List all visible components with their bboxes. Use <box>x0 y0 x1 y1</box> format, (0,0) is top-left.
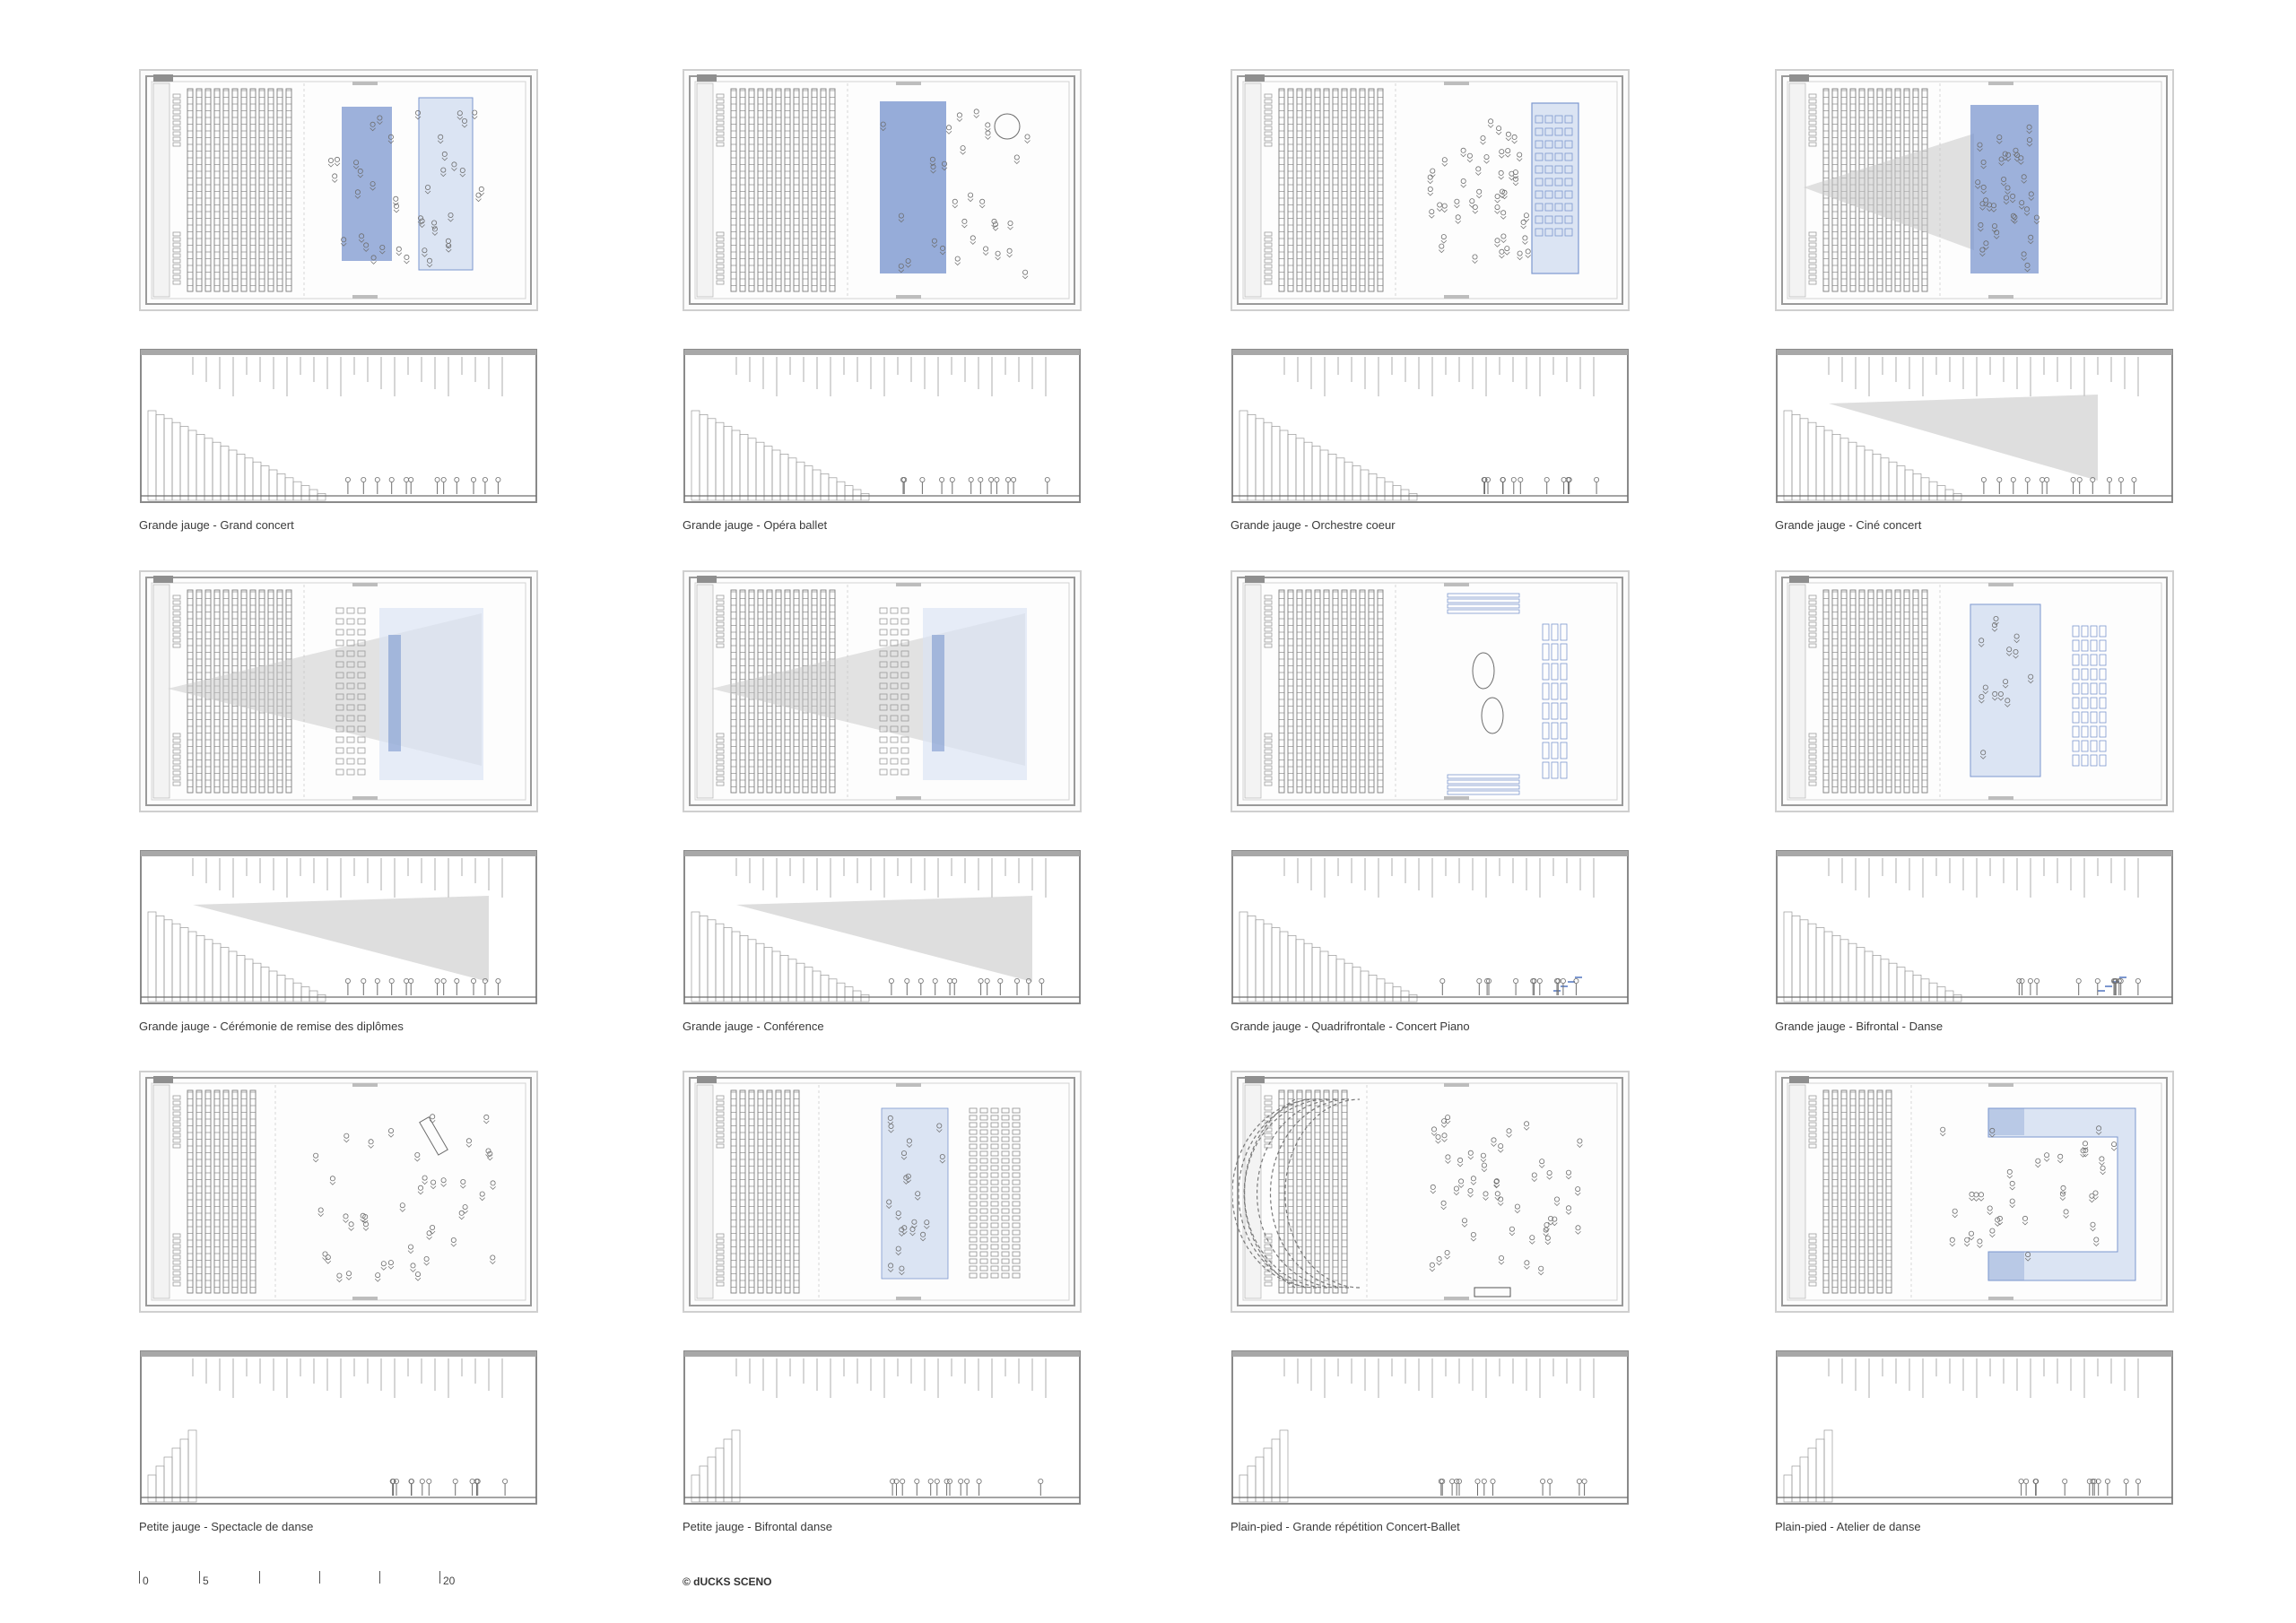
configuration-caption: Grande jauge - Bifrontal - Danse <box>1775 1020 1944 1033</box>
section-drawing <box>1775 849 2174 1007</box>
floor-plan <box>683 1071 1082 1313</box>
section-drawing <box>1775 1350 2174 1507</box>
section-drawing <box>683 849 1082 1007</box>
section-drawing <box>1231 1350 1630 1507</box>
configuration-caption: Plain-pied - Grande répétition Concert-B… <box>1231 1520 1460 1533</box>
floor-plan <box>1775 570 2174 812</box>
scale-tick <box>199 1571 200 1584</box>
configuration-caption: Grande jauge - Opéra ballet <box>683 518 828 532</box>
configuration-caption: Petite jauge - Bifrontal danse <box>683 1520 832 1533</box>
configuration-caption: Grande jauge - Quadrifrontale - Concert … <box>1231 1020 1470 1033</box>
configuration-caption: Plain-pied - Atelier de danse <box>1775 1520 1921 1533</box>
configuration-caption: Grande jauge - Grand concert <box>139 518 294 532</box>
configuration-caption: Grande jauge - Conférence <box>683 1020 824 1033</box>
section-drawing <box>1231 348 1630 506</box>
floor-plan <box>1231 1071 1630 1313</box>
scale-tick <box>139 1571 140 1584</box>
scale-tick <box>439 1571 440 1584</box>
configuration-caption: Grande jauge - Cérémonie de remise des d… <box>139 1020 404 1033</box>
floor-plan <box>1231 570 1630 812</box>
section-drawing <box>683 348 1082 506</box>
floor-plan <box>139 69 538 311</box>
scale-label-0: 0 <box>143 1575 149 1587</box>
floor-plan <box>139 1071 538 1313</box>
scale-label-20: 20 <box>443 1575 456 1587</box>
copyright: © dUCKS SCENO <box>683 1575 772 1588</box>
floor-plan <box>139 570 538 812</box>
configuration-caption: Grande jauge - Ciné concert <box>1775 518 1922 532</box>
floor-plan <box>1775 69 2174 311</box>
section-drawing <box>139 1350 538 1507</box>
scale-tick <box>379 1571 380 1584</box>
floor-plan <box>1231 69 1630 311</box>
section-drawing <box>683 1350 1082 1507</box>
section-drawing <box>1775 348 2174 506</box>
configuration-caption: Grande jauge - Orchestre coeur <box>1231 518 1396 532</box>
floor-plan <box>683 570 1082 812</box>
section-drawing <box>139 348 538 506</box>
configuration-caption: Petite jauge - Spectacle de danse <box>139 1520 314 1533</box>
scale-tick <box>319 1571 320 1584</box>
scale-tick <box>259 1571 260 1584</box>
scale-label-5: 5 <box>203 1575 209 1587</box>
floor-plan <box>683 69 1082 311</box>
section-drawing <box>139 849 538 1007</box>
floor-plan <box>1775 1071 2174 1313</box>
section-drawing <box>1231 849 1630 1007</box>
